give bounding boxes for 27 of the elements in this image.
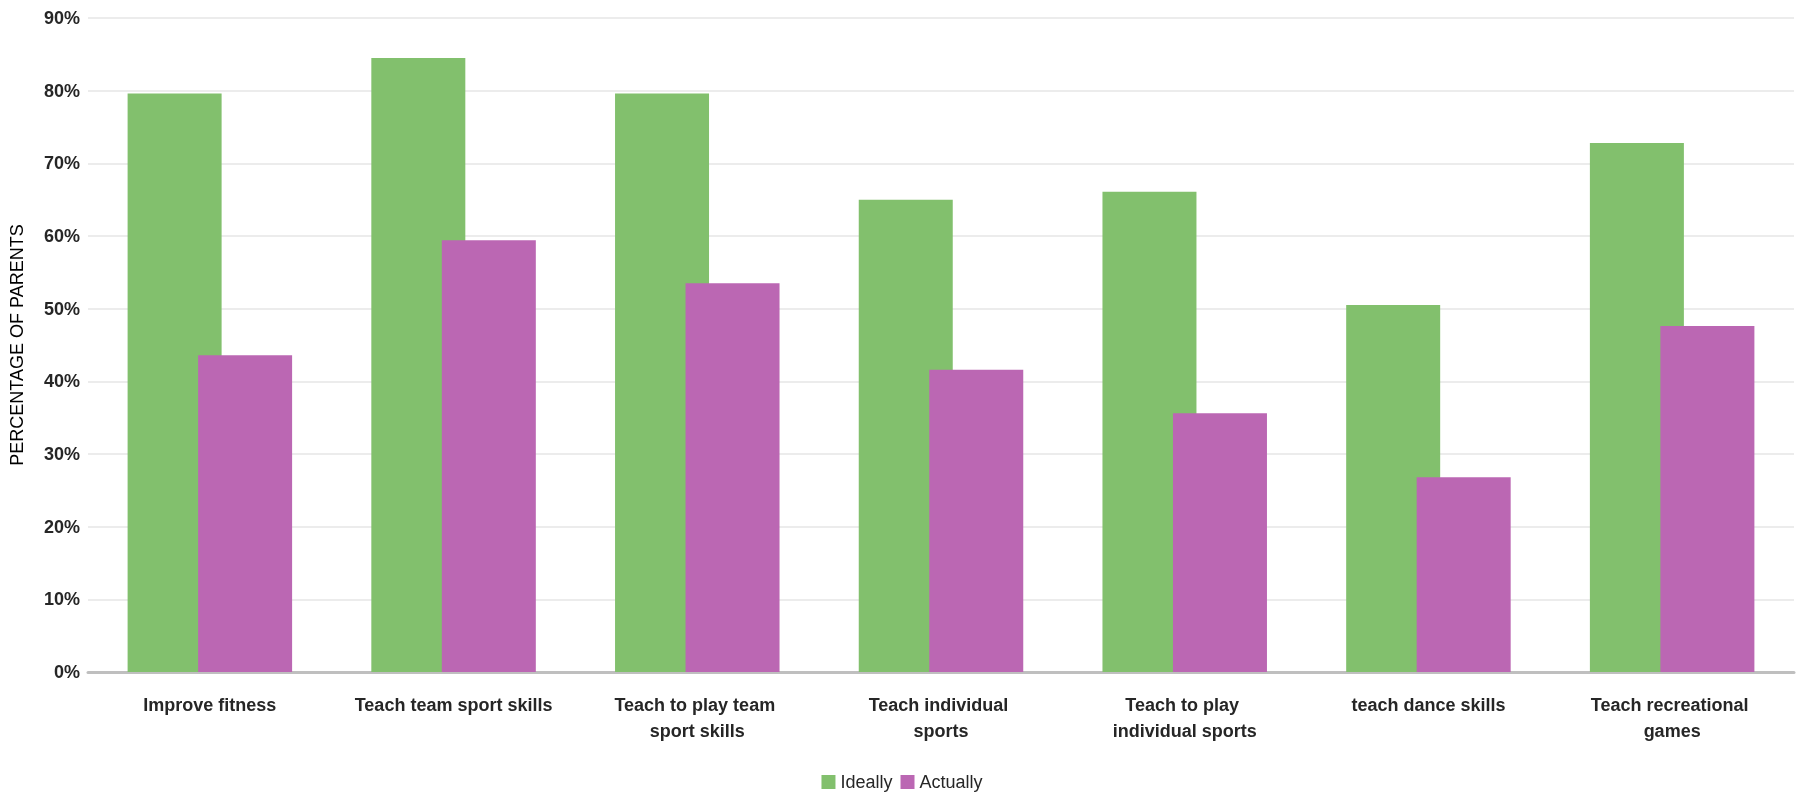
y-tick-label: 0% [53,662,80,682]
legend-label: Ideally [840,772,893,792]
y-tick-label: 20% [43,516,80,537]
bar [929,369,1024,672]
y-tick-label: 70% [43,153,80,174]
x-tick-label: Teach to play individual sports [1112,695,1257,741]
y-tick-label: 80% [43,80,80,101]
bar [1172,413,1267,672]
x-tick-label: Teach to play team sport skills [614,695,781,741]
y-tick-label: 60% [43,226,80,246]
x-tick-label: Improve fitness [143,695,277,715]
y-tick-label: 10% [43,589,80,610]
bar [1416,477,1511,672]
x-tick-label: Teach team sport skills [354,695,553,715]
y-tick-label: 30% [43,444,80,464]
x-tick-label: teach dance skills [1351,695,1506,715]
y-tick-label: 50% [43,298,80,319]
bar [441,240,536,672]
x-tick-label: Teach individual sports [868,695,1014,741]
bar [198,355,293,672]
bar [1660,326,1755,672]
x-tick-label: Teach recreational games [1590,695,1754,741]
y-tick-label: 40% [43,371,80,392]
y-tick-label: 90% [43,8,80,28]
legend-label: Actually [919,772,983,792]
bar [685,283,780,672]
y-axis-title: PERCENTAGE OF PARENTS [7,224,27,466]
